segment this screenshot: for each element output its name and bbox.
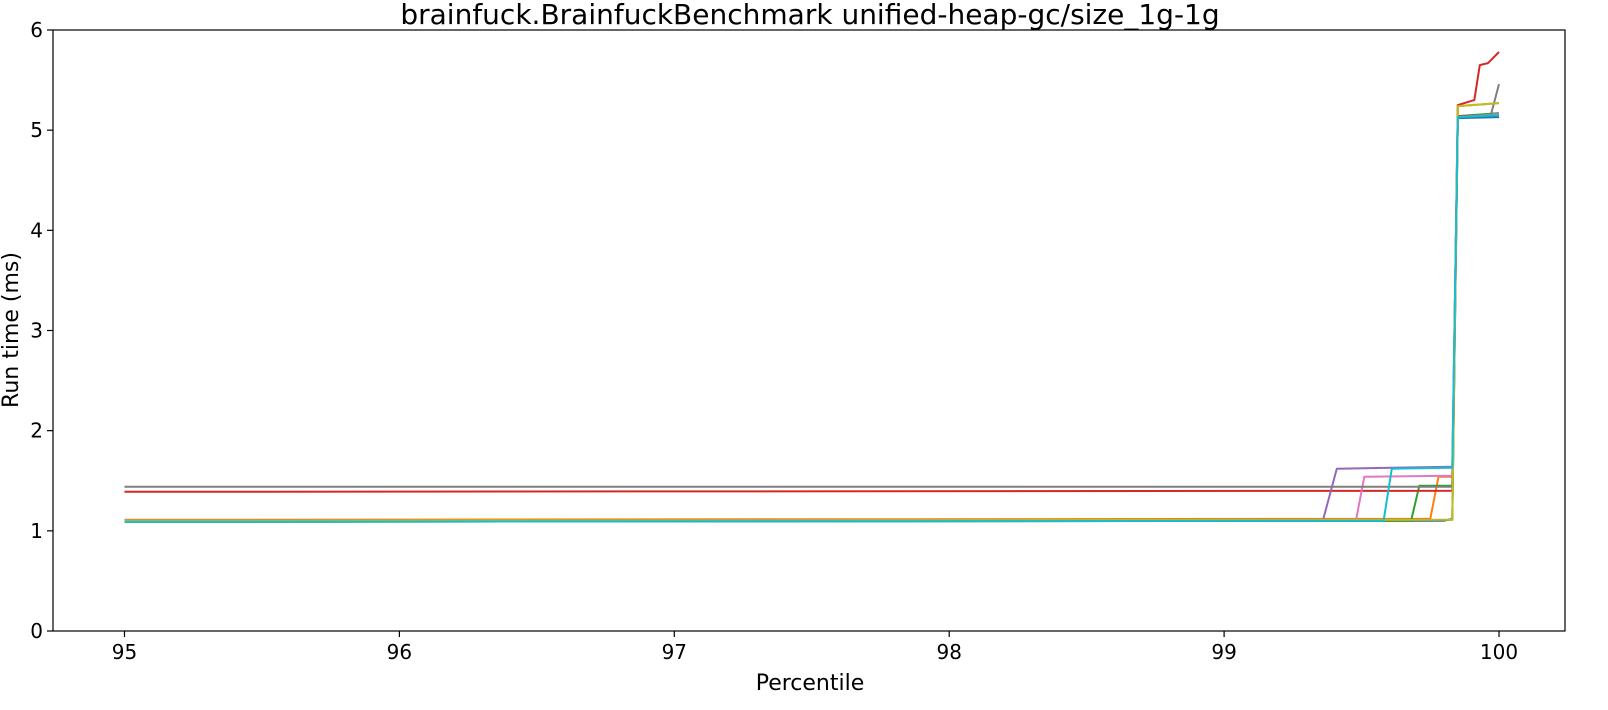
x-tick-label: 99: [1211, 640, 1236, 664]
x-tick-label: 100: [1480, 640, 1518, 664]
x-tick-label: 96: [387, 640, 412, 664]
y-tick-label: 4: [30, 218, 43, 242]
x-tick-label: 95: [112, 640, 137, 664]
x-tick-label: 98: [936, 640, 961, 664]
x-tick-label: 97: [662, 640, 687, 664]
y-tick-label: 6: [30, 18, 43, 42]
x-axis-label: Percentile: [756, 671, 865, 696]
series-line-10: [124, 114, 1500, 523]
series-lines: [124, 51, 1500, 523]
y-tick-label: 0: [30, 619, 43, 643]
y-tick-label: 2: [30, 419, 43, 443]
y-tick-label: 5: [30, 118, 43, 142]
y-tick-label: 3: [30, 319, 43, 343]
y-tick-label: 1: [30, 519, 43, 543]
y-axis-ticks: 0 1 2 3 4 5 6: [30, 18, 53, 643]
x-axis-ticks: 95 96 97 98 99 100: [112, 631, 1518, 664]
chart-title: brainfuck.BrainfuckBenchmark unified-hea…: [400, 0, 1219, 31]
y-axis-label: Run time (ms): [0, 252, 24, 408]
